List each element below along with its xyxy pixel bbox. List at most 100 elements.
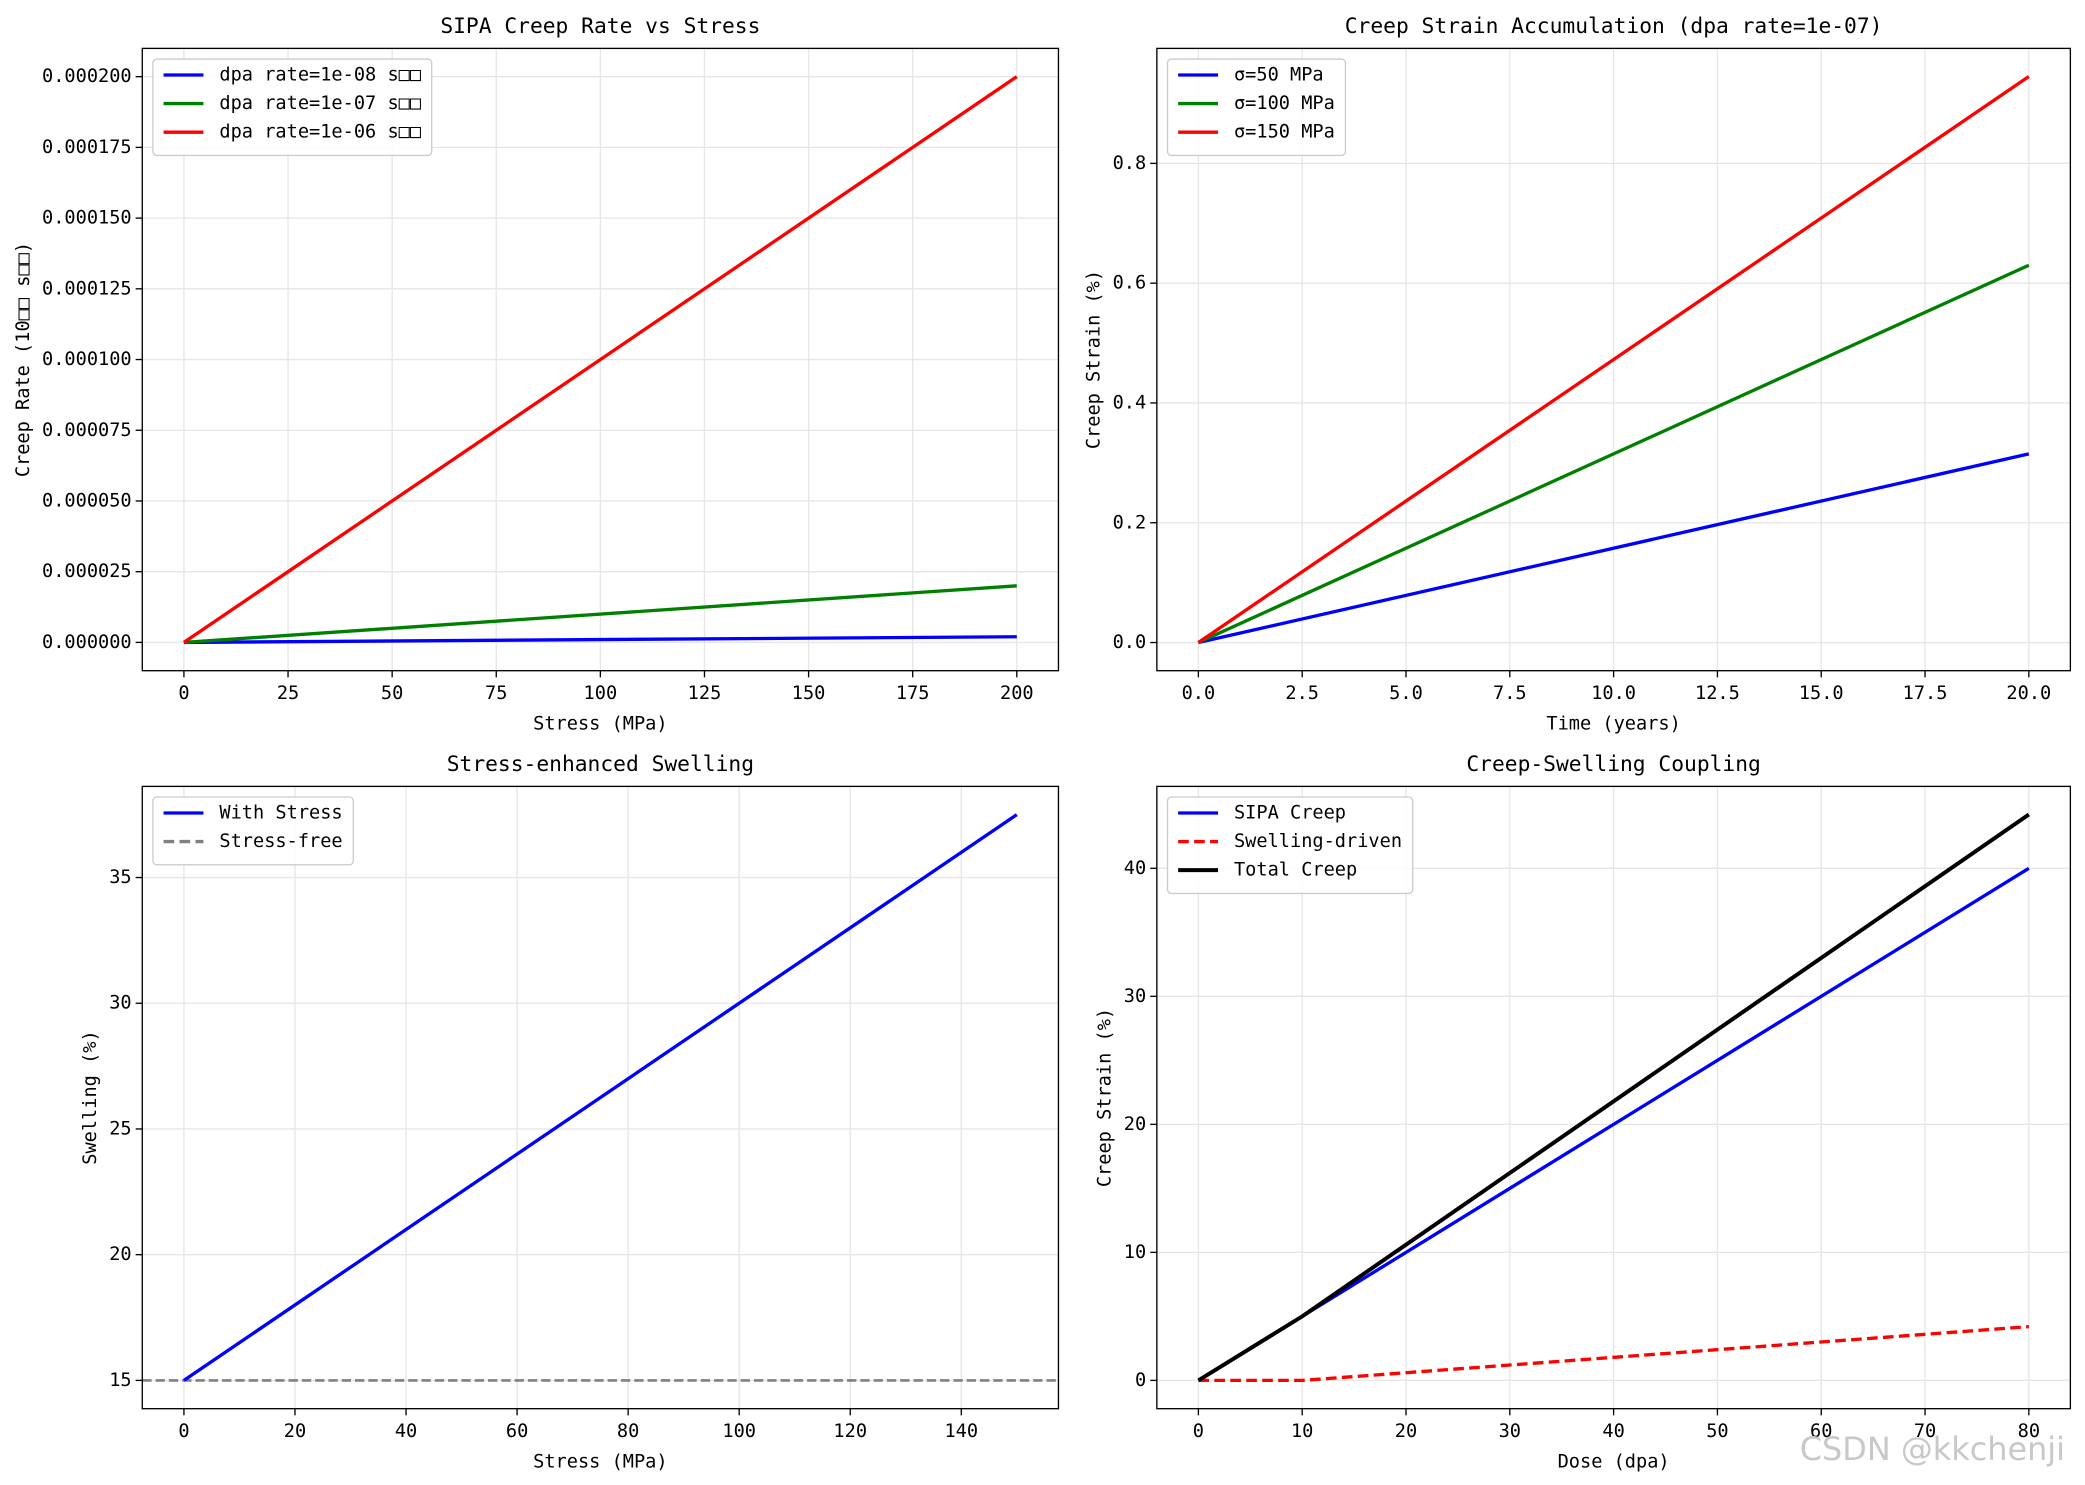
x-tick-label: 12.5 (1695, 683, 1740, 704)
subplot-title: Creep-Swelling Coupling (1466, 752, 1760, 777)
subplot: Stress-enhanced Swelling Stress (MPa) Swel… (80, 752, 1060, 1472)
x-tick-label: 10.0 (1591, 683, 1636, 704)
y-axis-label: Swelling (%) (80, 1030, 101, 1164)
x-tick-label: 10 (1291, 1421, 1313, 1442)
x-tick-label: 75 (485, 683, 507, 704)
x-tick-label: 70 (1914, 1421, 1936, 1442)
legend-box (152, 58, 433, 157)
series-line (1198, 1324, 2029, 1383)
series-line (183, 584, 1017, 645)
x-tick-label: 20 (284, 1421, 306, 1442)
x-tick-label: 140 (944, 1421, 978, 1442)
series-line (183, 635, 1017, 645)
y-axis-label: Creep Strain (%) (1095, 1008, 1116, 1187)
y-tick-label: 0.0 (1113, 632, 1147, 653)
series-line (1198, 452, 2030, 645)
x-tick-label: 100 (584, 683, 618, 704)
x-tick-label: 30 (1499, 1421, 1521, 1442)
legend-label: dpa rate=1e-07 s□□ (219, 93, 421, 114)
x-tick-label: 0.0 (1182, 683, 1216, 704)
x-tick-label: 20 (1395, 1421, 1417, 1442)
watermark: CSDN @kkchenji (1800, 1430, 2065, 1468)
y-tick-label: 0.000175 (42, 137, 132, 158)
x-tick-label: 50 (1706, 1421, 1728, 1442)
y-axis-label: Creep Strain (%) (1083, 270, 1104, 449)
subplot-title: Stress-enhanced Swelling (447, 752, 754, 777)
subplot: SIPA Creep Rate vs Stress Stress (MPa) Cre… (13, 14, 1060, 734)
series-line (1197, 263, 2030, 645)
y-tick-label: 0.000200 (42, 66, 132, 87)
legend-label: Swelling-driven (1234, 831, 1402, 852)
y-tick-label: 15 (109, 1370, 131, 1391)
x-tick-label: 80 (617, 1421, 639, 1442)
series-line (182, 75, 1018, 644)
x-tick-label: 0 (1193, 1421, 1204, 1442)
series-line (182, 813, 1018, 1382)
series-line (1197, 75, 2030, 644)
legend-label: σ=150 MPa (1234, 122, 1335, 143)
x-tick-label: 125 (688, 683, 722, 704)
y-tick-label: 0.000125 (42, 278, 132, 299)
y-tick-label: 0.000050 (42, 490, 132, 511)
x-tick-label: 120 (833, 1421, 867, 1442)
y-tick-label: 0.2 (1113, 512, 1147, 533)
plot-frame (141, 785, 1060, 1410)
legend-label: σ=50 MPa (1234, 64, 1324, 85)
x-tick-label: 50 (381, 683, 403, 704)
y-tick-label: 0.000150 (42, 208, 132, 229)
x-tick-label: 25 (277, 683, 299, 704)
plot-frame (1156, 47, 2072, 672)
y-tick-label: 0 (1135, 1370, 1146, 1391)
x-tick-label: 150 (792, 683, 826, 704)
x-tick-label: 175 (896, 683, 930, 704)
y-tick-label: 10 (1124, 1242, 1146, 1263)
subplot: Creep Strain Accumulation (dpa rate=1e-0… (1083, 14, 2072, 734)
x-axis-label: Time (years) (1546, 713, 1680, 734)
x-tick-label: 17.5 (1903, 683, 1948, 704)
y-tick-label: 20 (109, 1244, 131, 1265)
x-axis-label: Stress (MPa) (533, 1451, 667, 1472)
x-tick-label: 100 (722, 1421, 756, 1442)
plot-frame (1156, 785, 2072, 1410)
x-tick-label: 80 (2018, 1421, 2040, 1442)
x-tick-label: 20.0 (2006, 683, 2051, 704)
legend-label: Stress-free (219, 831, 342, 852)
subplot-title: SIPA Creep Rate vs Stress (440, 14, 760, 39)
y-tick-label: 20 (1124, 1114, 1146, 1135)
y-tick-label: 0.6 (1113, 273, 1147, 294)
subplot-title: Creep Strain Accumulation (dpa rate=1e-0… (1345, 14, 1883, 39)
y-tick-label: 0.4 (1113, 392, 1147, 413)
y-axis-label: Creep Rate (10□□ s□□) (13, 242, 34, 477)
legend-label: Total Creep (1234, 860, 1357, 881)
x-tick-label: 2.5 (1285, 683, 1319, 704)
x-axis-label: Dose (dpa) (1558, 1451, 1670, 1472)
y-tick-label: 25 (109, 1118, 131, 1139)
x-tick-label: 200 (1000, 683, 1034, 704)
x-tick-label: 7.5 (1493, 683, 1527, 704)
legend-label: dpa rate=1e-08 s□□ (219, 64, 421, 85)
x-tick-label: 40 (1602, 1421, 1624, 1442)
x-tick-label: 0 (178, 1421, 189, 1442)
y-tick-label: 0.000000 (42, 632, 132, 653)
legend-label: dpa rate=1e-06 s□□ (219, 122, 421, 143)
y-tick-label: 0.000100 (42, 349, 132, 370)
x-tick-label: 0 (178, 683, 189, 704)
x-tick-label: 15.0 (1799, 683, 1844, 704)
x-tick-label: 5.0 (1389, 683, 1423, 704)
y-tick-label: 30 (1124, 986, 1146, 1007)
legend-label: SIPA Creep (1234, 802, 1346, 823)
plot-frame (141, 47, 1060, 672)
y-tick-label: 0.000025 (42, 561, 132, 582)
legend-label: With Stress (219, 802, 342, 823)
y-tick-label: 35 (109, 867, 131, 888)
series-line (1197, 812, 2030, 1383)
x-tick-label: 40 (395, 1421, 417, 1442)
y-tick-label: 40 (1124, 858, 1146, 879)
y-tick-label: 30 (109, 993, 131, 1014)
x-tick-label: 60 (506, 1421, 528, 1442)
legend-label: σ=100 MPa (1234, 93, 1335, 114)
legend-box (1166, 796, 1414, 895)
x-axis-label: Stress (MPa) (533, 713, 667, 734)
x-tick-label: 60 (1810, 1421, 1832, 1442)
